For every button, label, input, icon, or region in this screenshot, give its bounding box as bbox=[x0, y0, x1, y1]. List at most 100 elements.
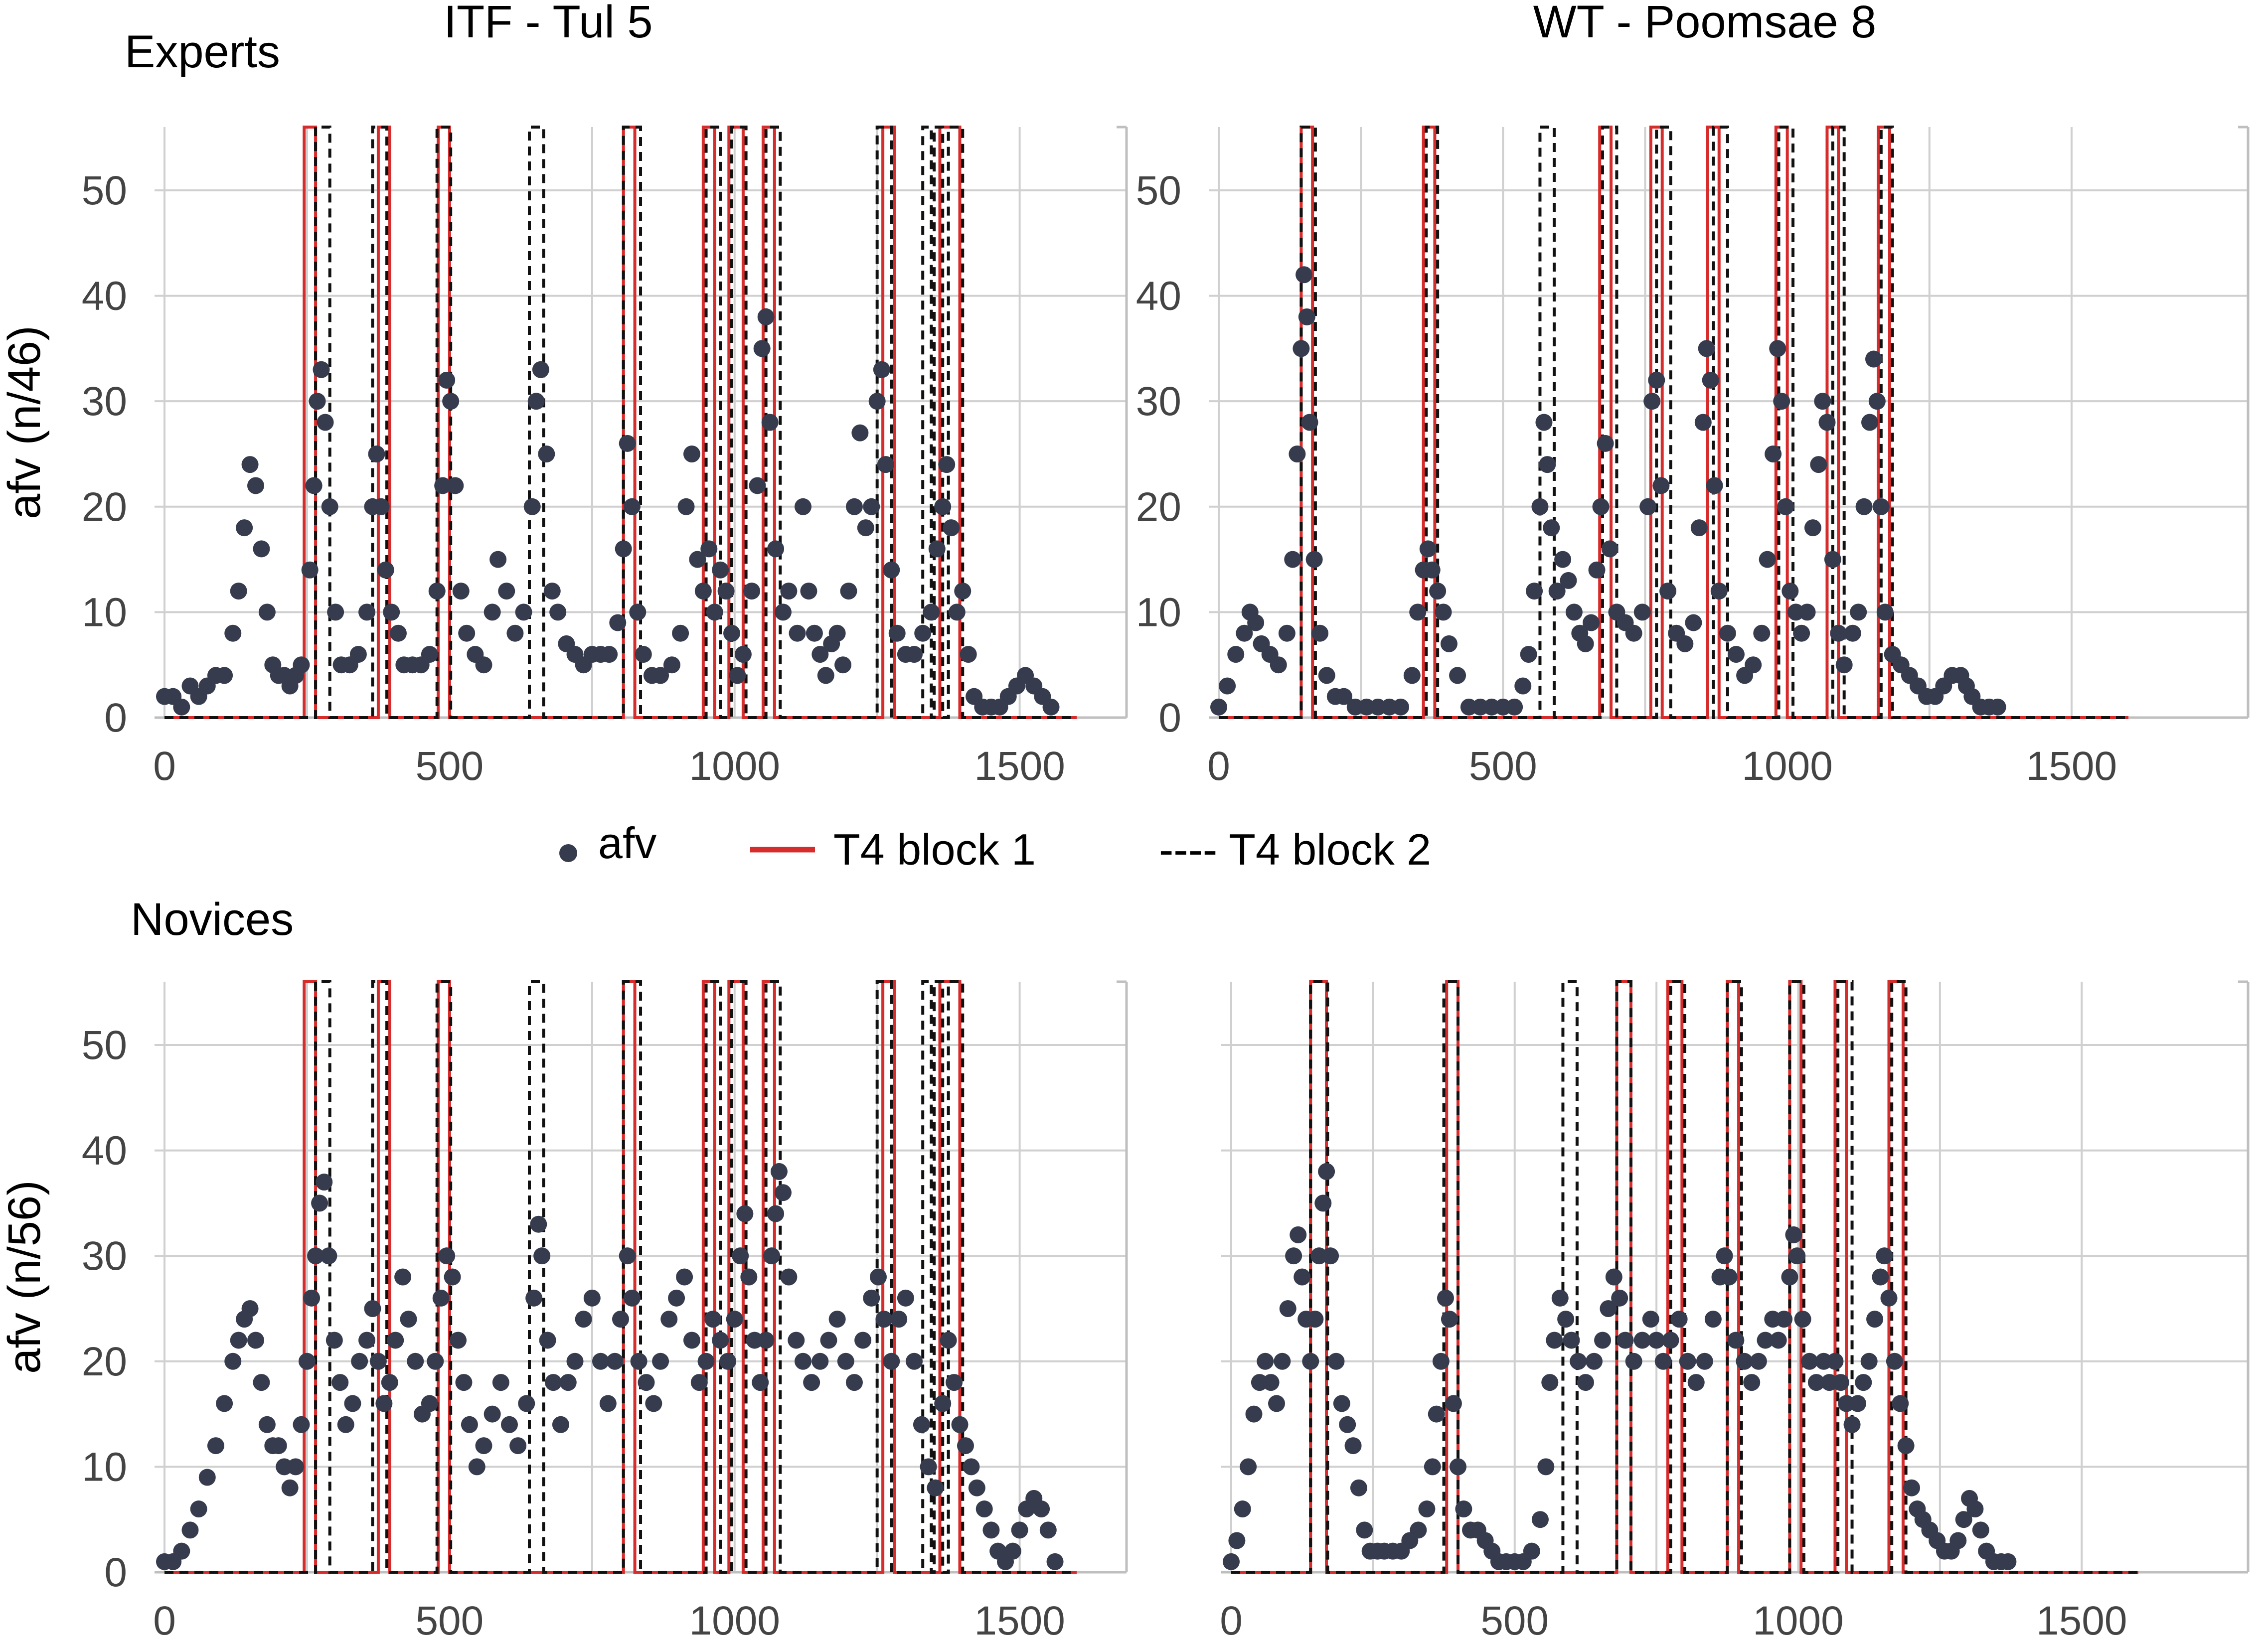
afv-point bbox=[1643, 393, 1661, 410]
afv-point bbox=[757, 308, 775, 325]
afv-point bbox=[1670, 1311, 1688, 1328]
afv-point bbox=[1531, 498, 1549, 515]
afv-point bbox=[1776, 1311, 1793, 1328]
afv-point bbox=[1807, 1374, 1825, 1391]
afv-point bbox=[875, 1311, 893, 1328]
afv-point bbox=[795, 1352, 811, 1370]
afv-point bbox=[1543, 519, 1560, 537]
afv-point bbox=[1356, 1521, 1373, 1539]
afv-point bbox=[1577, 635, 1594, 652]
afv-point bbox=[241, 1300, 259, 1317]
afv-point bbox=[216, 667, 233, 684]
afv-point bbox=[1676, 635, 1694, 652]
afv-point bbox=[690, 1374, 708, 1391]
afv-point bbox=[421, 646, 438, 663]
afv-point bbox=[344, 1395, 361, 1412]
afv-point bbox=[1810, 456, 1827, 473]
afv-point bbox=[1210, 698, 1227, 716]
afv-point bbox=[1785, 1226, 1802, 1243]
afv-point bbox=[652, 667, 669, 684]
afv-point bbox=[1570, 1352, 1587, 1370]
afv-point bbox=[1437, 1289, 1454, 1307]
y-tick-label: 20 bbox=[82, 1339, 127, 1384]
afv-point bbox=[1830, 624, 1847, 642]
afv-point bbox=[1560, 572, 1577, 589]
afv-point bbox=[1633, 1332, 1651, 1349]
afv-point bbox=[173, 698, 190, 716]
afv-point bbox=[1753, 624, 1771, 642]
afv-point bbox=[1284, 551, 1301, 568]
afv-point bbox=[1880, 1289, 1898, 1307]
afv-point bbox=[1240, 1458, 1257, 1476]
afv-point bbox=[1298, 308, 1315, 325]
afv-point bbox=[1274, 1352, 1291, 1370]
afv-point bbox=[1423, 561, 1441, 579]
afv-point bbox=[281, 1479, 299, 1496]
afv-point bbox=[1600, 1300, 1617, 1317]
chart-novices-wt: 0 500 1000 1500 bbox=[1220, 980, 2250, 1642]
afv-point bbox=[566, 1352, 584, 1370]
afv-point bbox=[763, 1247, 781, 1265]
afv-point bbox=[913, 1416, 930, 1433]
afv-point bbox=[545, 1374, 562, 1391]
afv-point bbox=[349, 646, 367, 663]
afv-point bbox=[369, 1352, 387, 1370]
afv-point bbox=[1557, 1311, 1575, 1328]
afv-point bbox=[1876, 603, 1894, 621]
afv-point bbox=[774, 603, 792, 621]
afv-point bbox=[1966, 1500, 1984, 1518]
afv-point bbox=[1247, 614, 1265, 631]
afv-point bbox=[298, 1352, 316, 1370]
afv-point bbox=[527, 393, 545, 410]
afv-point bbox=[434, 477, 452, 494]
afv-point bbox=[1835, 656, 1853, 674]
afv-point bbox=[883, 1352, 900, 1370]
afv-point bbox=[1999, 1553, 2017, 1570]
x-tick-label: 0 bbox=[153, 744, 176, 789]
afv-point bbox=[683, 445, 700, 462]
afv-point bbox=[619, 435, 636, 452]
afv-point bbox=[840, 583, 857, 600]
afv-point bbox=[270, 1437, 287, 1455]
afv-point bbox=[1279, 1300, 1296, 1317]
afv-point bbox=[1989, 698, 2006, 716]
afv-point bbox=[601, 646, 618, 663]
afv-point bbox=[1818, 414, 1836, 431]
afv-point bbox=[857, 519, 874, 537]
afv-point bbox=[532, 361, 549, 378]
afv-point bbox=[774, 1184, 792, 1201]
afv-point bbox=[552, 1416, 569, 1433]
afv-point bbox=[253, 540, 270, 558]
afv-point bbox=[938, 456, 956, 473]
afv-point bbox=[1314, 1194, 1332, 1212]
afv-point bbox=[868, 393, 886, 410]
afv-point bbox=[1344, 1437, 1362, 1455]
afv-point bbox=[599, 1395, 617, 1412]
y-tick-label: 10 bbox=[82, 590, 127, 635]
afv-point bbox=[351, 1352, 368, 1370]
afv-point bbox=[1826, 1352, 1844, 1370]
x-tick-label: 1500 bbox=[2026, 744, 2117, 789]
afv-point bbox=[442, 393, 460, 410]
afv-point bbox=[1428, 1405, 1445, 1423]
afv-point bbox=[506, 624, 524, 642]
afv-point bbox=[697, 1352, 715, 1370]
afv-point bbox=[1617, 1332, 1634, 1349]
afv-point bbox=[963, 1458, 980, 1476]
afv-point bbox=[734, 646, 752, 663]
afv-point bbox=[533, 1247, 551, 1265]
afv-point bbox=[1228, 1532, 1246, 1549]
afv-point bbox=[1866, 1311, 1884, 1328]
afv-point bbox=[1565, 603, 1583, 621]
afv-point bbox=[377, 561, 394, 579]
afv-point bbox=[1855, 498, 1873, 515]
afv-point bbox=[1520, 646, 1537, 663]
afv-point bbox=[828, 1311, 846, 1328]
afv-point bbox=[811, 1352, 829, 1370]
afv-point bbox=[337, 1416, 354, 1433]
afv-point bbox=[224, 624, 242, 642]
afv-point bbox=[1648, 371, 1665, 389]
afv-point bbox=[364, 1300, 381, 1317]
afv-point bbox=[309, 393, 326, 410]
afv-point bbox=[923, 603, 940, 621]
